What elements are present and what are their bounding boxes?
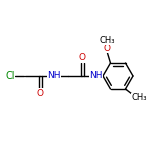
Text: Cl: Cl: [5, 71, 15, 81]
Text: O: O: [104, 43, 111, 52]
Text: NH: NH: [47, 71, 61, 81]
Text: CH₃: CH₃: [132, 93, 147, 102]
Text: O: O: [36, 88, 43, 97]
Text: NH: NH: [89, 71, 103, 81]
Text: CH₃: CH₃: [100, 36, 115, 45]
Text: O: O: [78, 54, 85, 62]
